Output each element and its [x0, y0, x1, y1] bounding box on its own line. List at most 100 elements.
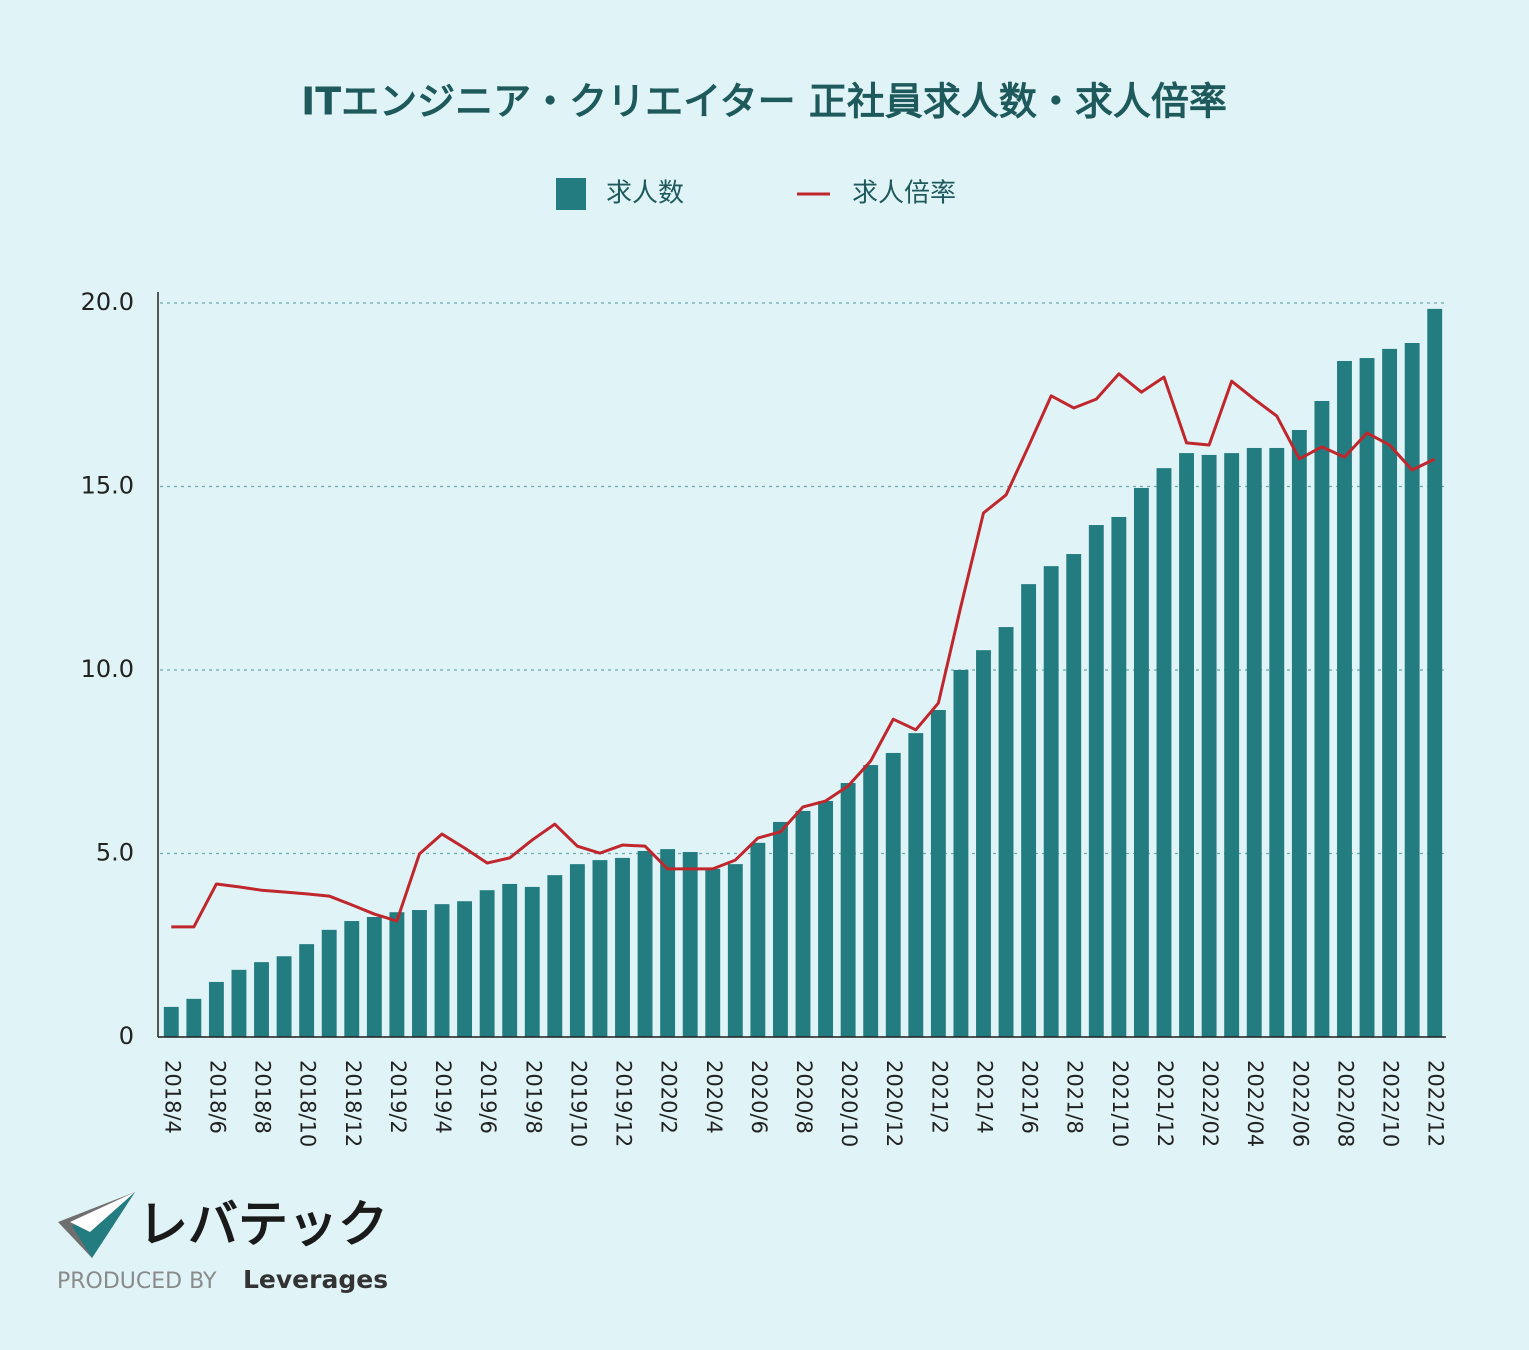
bar	[637, 850, 653, 1037]
bar	[1337, 360, 1352, 1038]
bar	[1088, 525, 1104, 1037]
bar	[434, 904, 450, 1037]
bar	[208, 981, 224, 1037]
bar	[412, 910, 427, 1037]
bar	[976, 650, 991, 1037]
x-tick-label: 2021/4	[972, 1060, 996, 1134]
logo: レバテック PRODUCED BY Leverages	[57, 1192, 388, 1294]
x-tick-label: 2022/04	[1243, 1060, 1267, 1147]
chart-title: ITエンジニア・クリエイター 正社員求人数・求人倍率	[301, 80, 1227, 124]
x-tick-label: 2019/10	[566, 1060, 590, 1147]
bar	[1111, 516, 1127, 1037]
x-tick-label: 2022/02	[1198, 1060, 1222, 1147]
x-tick-label: 2018/12	[341, 1060, 365, 1147]
y-tick-label: 15.0	[81, 472, 134, 500]
logo-brand: レバテック	[138, 1196, 388, 1254]
x-tick-label: 2022/12	[1424, 1060, 1448, 1147]
logo-icon	[72, 1192, 135, 1258]
bar	[660, 849, 676, 1037]
x-tick-label: 2020/6	[747, 1060, 771, 1134]
x-tick-label: 2020/10	[837, 1060, 861, 1147]
logo-company: Leverages	[243, 1265, 388, 1294]
bar	[772, 821, 788, 1037]
x-tick-label: 2022/10	[1379, 1060, 1403, 1147]
bar	[1224, 453, 1240, 1037]
bar	[1201, 454, 1217, 1037]
bar	[254, 962, 269, 1037]
bar	[479, 890, 495, 1037]
x-tick-label: 2020/2	[657, 1060, 681, 1134]
x-tick-label: 2021/12	[1153, 1060, 1177, 1147]
bar	[321, 929, 337, 1037]
bar	[1382, 348, 1398, 1037]
bar	[592, 860, 608, 1037]
x-tick-label: 2019/6	[476, 1060, 500, 1134]
x-tick-label: 2021/6	[1018, 1060, 1042, 1134]
y-tick-label: 5.0	[96, 839, 134, 867]
bar	[953, 670, 969, 1037]
bar	[276, 956, 292, 1037]
x-tick-label: 2018/10	[296, 1060, 320, 1147]
bar	[366, 916, 382, 1037]
legend-swatch-bar	[556, 178, 586, 210]
x-tick-label: 2020/8	[792, 1060, 816, 1134]
bar	[1066, 554, 1082, 1037]
bar	[705, 868, 721, 1037]
bar	[863, 765, 879, 1037]
y-tick-label: 20.0	[81, 288, 134, 316]
bar	[1133, 487, 1149, 1037]
bar	[840, 783, 856, 1037]
bar	[502, 883, 518, 1037]
bar	[186, 998, 202, 1037]
bar	[908, 733, 924, 1037]
bar	[344, 921, 360, 1037]
x-tick-label: 2019/12	[612, 1060, 636, 1147]
bar	[682, 852, 698, 1037]
x-tick-label: 2021/8	[1063, 1060, 1087, 1134]
bar	[795, 810, 811, 1037]
x-tick-label: 2021/2	[927, 1060, 951, 1134]
x-tick-label: 2019/4	[431, 1060, 455, 1134]
bar	[299, 944, 315, 1037]
bar	[1314, 400, 1330, 1037]
bar	[163, 1006, 179, 1037]
legend-label: 求人数	[606, 179, 684, 209]
bar	[615, 857, 630, 1037]
bar	[930, 710, 946, 1037]
bar	[1269, 447, 1285, 1038]
bar	[727, 864, 743, 1037]
bar	[389, 912, 405, 1037]
bar	[998, 627, 1014, 1037]
x-tick-label: 2019/2	[386, 1060, 410, 1134]
legend-label: 求人倍率	[852, 179, 956, 209]
bar	[457, 901, 473, 1037]
bar	[1246, 447, 1262, 1038]
plot-area: 0 5.0 10.0 15.0 20.0 2018/4 2018/6 2018/8 2018/1…	[81, 288, 1448, 1147]
bar	[750, 842, 766, 1037]
bar	[1021, 584, 1037, 1037]
bar	[1359, 358, 1375, 1037]
bar	[1427, 308, 1443, 1037]
x-tick-label: 2020/12	[882, 1060, 906, 1147]
x-tick-label: 2018/6	[205, 1060, 229, 1134]
bar	[1404, 343, 1420, 1037]
x-tick-label: 2022/08	[1333, 1060, 1357, 1147]
bar	[1043, 566, 1059, 1037]
bar	[569, 864, 585, 1037]
logo-icon	[70, 1192, 135, 1232]
y-tick-label: 0	[119, 1022, 134, 1050]
y-tick-label: 10.0	[81, 655, 134, 683]
bar	[1156, 468, 1172, 1037]
logo-produced-by: PRODUCED BY	[57, 1269, 217, 1294]
bar	[1291, 429, 1307, 1037]
x-tick-label: 2021/10	[1108, 1060, 1132, 1147]
bar	[1179, 453, 1194, 1037]
x-tick-label: 2020/4	[702, 1060, 726, 1134]
line	[171, 372, 1436, 929]
x-tick-label: 2022/06	[1288, 1060, 1312, 1147]
bar	[524, 886, 540, 1037]
bar	[547, 875, 563, 1037]
bar	[885, 752, 901, 1037]
bar	[231, 969, 247, 1037]
